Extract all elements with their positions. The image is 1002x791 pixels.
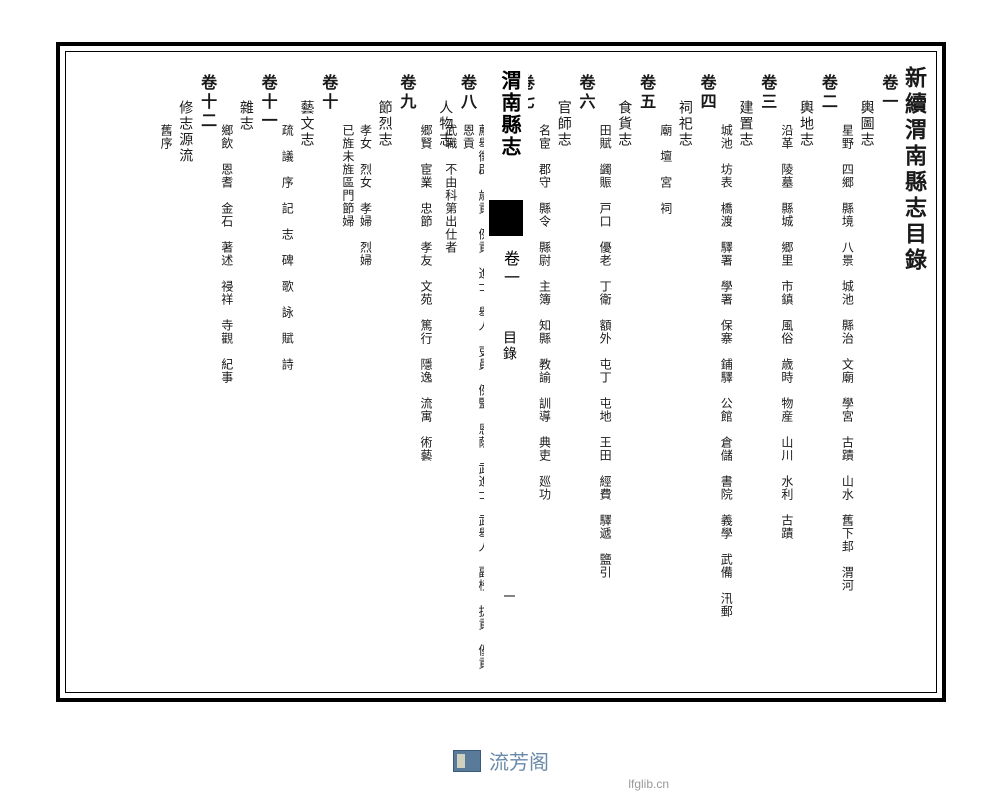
watermark-url: lfglib.cn (628, 777, 669, 791)
toc-column-heading: 卷十二 (195, 66, 216, 686)
watermark: 流芳阁 lfglib.cn (453, 746, 549, 775)
toc-column-heading: 卷十一 (256, 66, 277, 686)
toc-column-items: 田賦 蠲賑 戸口 優老 丁衛 額外 屯丁 屯地 王田 經費 驛遞 鹽引 (597, 66, 613, 686)
toc-column-items: 舊序 (158, 66, 174, 686)
toc-column-items: 孝女 烈女 孝婦 烈婦 (357, 66, 373, 686)
watermark-text: 流芳阁 (489, 746, 549, 775)
toc-column-items: 沿革 陵墓 縣城 郷里 市鎮 風俗 歳時 物産 山川 水利 古蹟 (778, 66, 794, 686)
toc-column-sub: 輿圖志 (856, 66, 874, 686)
toc-column-items: 郷賢 宦業 忠節 孝友 文苑 篤行 隱逸 流寓 術藝 (417, 66, 433, 686)
toc-column-sub: 食貨志 (614, 66, 632, 686)
toc-column-items: 鄉飲 恩耆 金石 著述 祲祥 寺觀 紀事 (218, 66, 234, 686)
book-icon (453, 750, 481, 772)
right-page: 新續渭南縣志目錄 卷一輿圖志星野 四郷 縣境 八景 城池 縣治 文廟 學宮 古蹟… (528, 52, 936, 692)
toc-column-items: 疏 議 序 記 志 碑 歌 詠 賦 詩 (279, 66, 295, 686)
toc-column-sub: 輿地志 (796, 66, 814, 686)
page-inner-frame: 新續渭南縣志目錄 卷一輿圖志星野 四郷 縣境 八景 城池 縣治 文廟 學宮 古蹟… (65, 51, 937, 693)
page-outer-frame: 新續渭南縣志目錄 卷一輿圖志星野 四郷 縣境 八景 城池 縣治 文廟 學宮 古蹟… (56, 42, 946, 702)
spine-volume: 卷一 (497, 250, 521, 288)
toc-column-sub: 建置志 (735, 66, 753, 686)
spine-title: 渭南縣志 (495, 70, 524, 158)
toc-column-heading: 卷八 (455, 66, 476, 686)
toc-column-heading: 卷十 (316, 66, 337, 686)
toc-column-items: 星野 四郷 縣境 八景 城池 縣治 文廟 學宮 古蹟 山水 舊下邽 渭河 (839, 66, 855, 686)
toc-column-sub: 藝文志 (296, 66, 314, 686)
book-spine: 渭南縣志 卷一 目錄 一 (484, 52, 528, 692)
toc-column-sub: 官師志 (554, 66, 572, 686)
toc-column-items: 已旌未旌區門節婦 (339, 66, 355, 686)
spine-section: 目錄 (498, 330, 518, 362)
toc-column-heading: 卷三 (755, 66, 776, 686)
toc-column-items: 名宦 郡守 縣令 縣尉 主簿 知縣 教諭 訓導 典吏 廵功 (536, 66, 552, 686)
toc-column-heading: 卷二 (816, 66, 837, 686)
left-page: 卷八人物志郷賢 宦業 忠節 孝友 文苑 篤行 隱逸 流寓 術藝卷九節烈志孝女 烈… (66, 52, 484, 692)
toc-column-sub: 修志源流 (175, 66, 193, 686)
toc-column-heading: 卷五 (634, 66, 655, 686)
toc-column-heading: 卷四 (695, 66, 716, 686)
toc-column-heading: 卷六 (574, 66, 595, 686)
toc-column-heading: 卷一 (877, 66, 898, 686)
toc-column-sub: 雜志 (236, 66, 254, 686)
book-title: 新續渭南縣志目錄 (899, 66, 928, 686)
toc-column-sub: 人物志 (435, 66, 453, 686)
spine-black-block (489, 200, 523, 236)
toc-column-items: 城池 坊表 橋渡 驛署 學署 保寨 鋪驛 公館 倉儲 書院 義學 武備 汛郵 (718, 66, 734, 686)
toc-column-sub: 祠祀志 (675, 66, 693, 686)
toc-column-sub: 節烈志 (374, 66, 392, 686)
toc-column-heading: 卷九 (395, 66, 416, 686)
spine-page-number: 一 (501, 590, 518, 602)
toc-column-items: 廟 壇 宮 祠 (657, 66, 673, 686)
